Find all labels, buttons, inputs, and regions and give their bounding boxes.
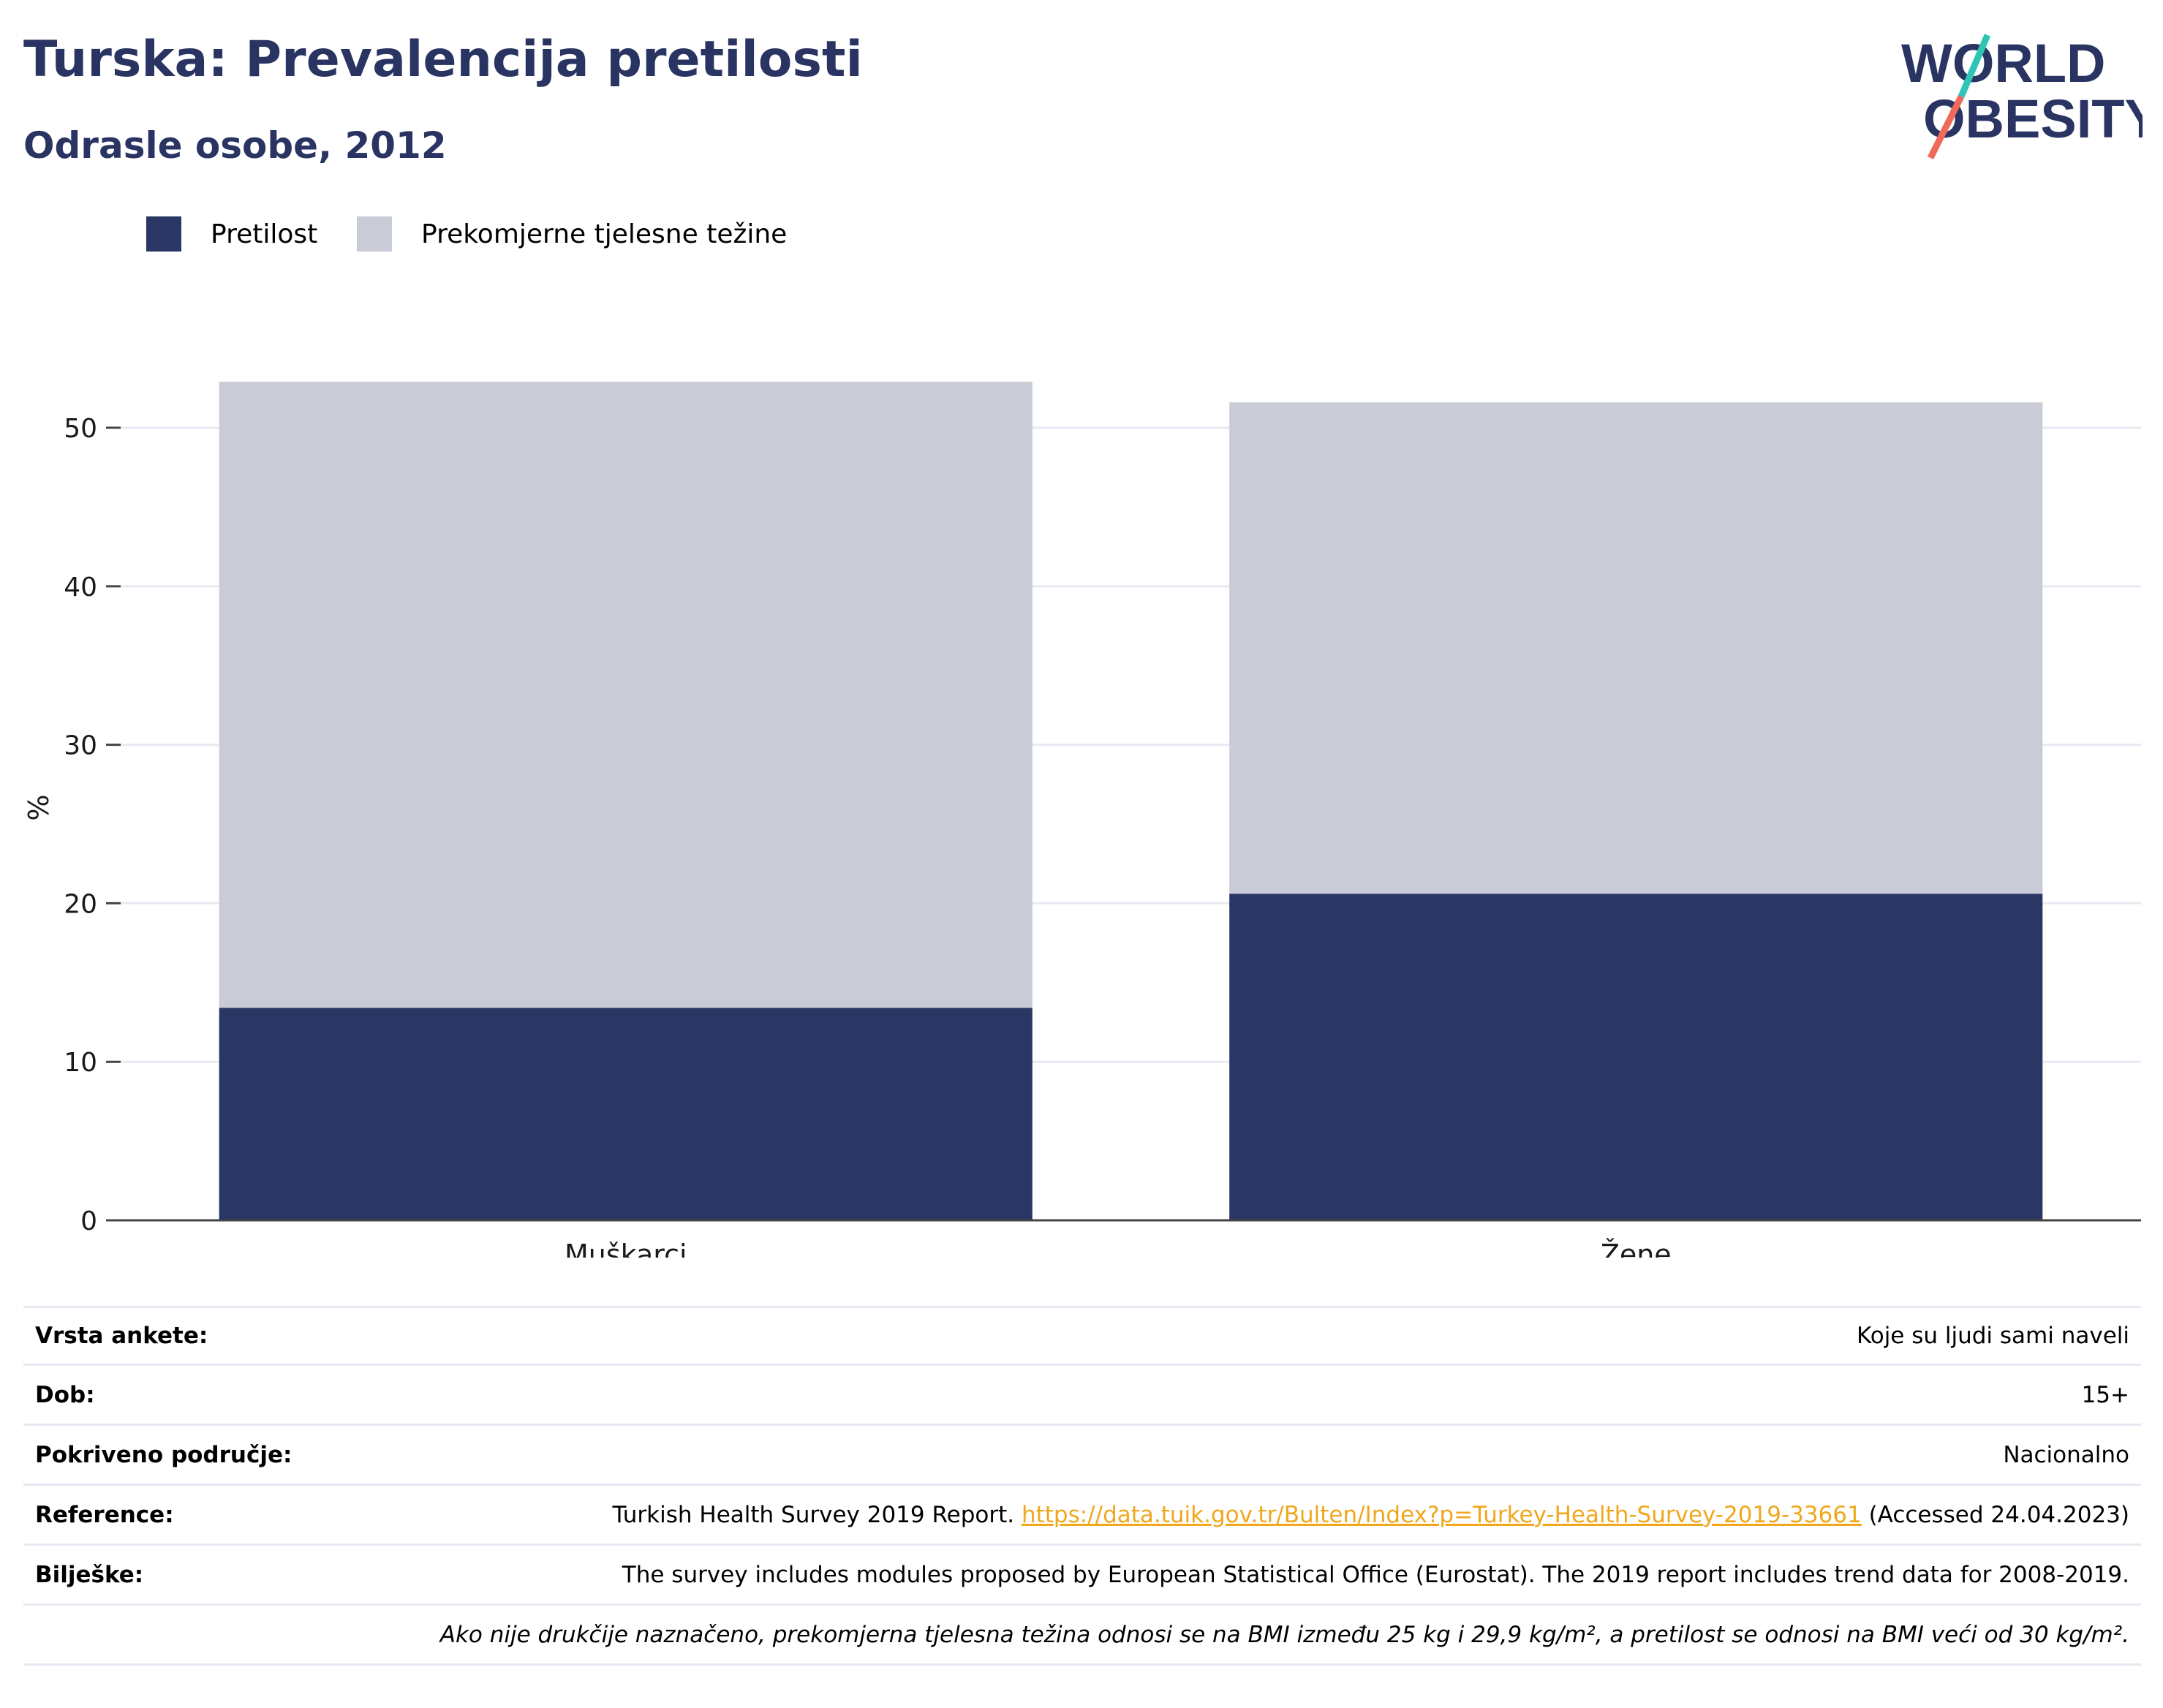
chart-title: Turska: Prevalencija pretilosti: [23, 31, 863, 88]
logo-slash-coral: [1927, 94, 1965, 160]
y-tick-label: 10: [64, 1048, 97, 1078]
bar-chart: 0 10 20 30 40 50 Muškarci Žene %: [23, 382, 2141, 1258]
age-label: Dob:: [35, 1381, 95, 1408]
legend-label-obesity: Pretilost: [211, 219, 318, 249]
bar-overweight-2: [1229, 402, 2043, 894]
info-row-footnote: Ako nije drukčije naznačeno, prekomjerna…: [23, 1606, 2141, 1666]
y-tick-label: 50: [64, 414, 97, 444]
x-category-label: Muškarci: [565, 1239, 687, 1258]
notes-label: Bilješke:: [35, 1561, 144, 1588]
legend-label-overweight: Prekomjerne tjelesne težine: [421, 219, 788, 249]
coverage-label: Pokriveno područje:: [35, 1441, 292, 1468]
notes-value: The survey includes modules proposed by …: [622, 1561, 2129, 1588]
coverage-value: Nacionalno: [2003, 1441, 2129, 1468]
legend-item-overweight: Prekomjerne tjelesne težine: [357, 216, 787, 252]
y-tick-label: 0: [80, 1206, 97, 1236]
reference-prefix: Turkish Health Survey 2019 Report.: [612, 1501, 1022, 1528]
bar-obesity-2: [1229, 893, 2043, 1220]
y-tick-label: 20: [64, 889, 97, 919]
chart-subtitle: Odrasle osobe, 2012: [23, 124, 447, 167]
reference-suffix: (Accessed 24.04.2023): [1861, 1501, 2129, 1528]
y-axis-title: %: [23, 794, 55, 820]
reference-label: Reference:: [35, 1501, 174, 1528]
bars: [219, 382, 2043, 1220]
legend-item-obesity: Pretilost: [146, 216, 317, 252]
logo-word-world: WORLD: [1901, 33, 2106, 94]
info-row-notes: Bilješke: The survey includes modules pr…: [23, 1546, 2141, 1606]
legend-swatch-overweight: [357, 216, 392, 252]
logo-word-obesity: OBESITY: [1923, 88, 2143, 149]
survey-type-label: Vrsta ankete:: [35, 1323, 208, 1349]
legend-swatch-obesity: [146, 216, 181, 252]
reference-value: Turkish Health Survey 2019 Report. https…: [613, 1502, 2129, 1528]
y-tick-label: 30: [64, 731, 97, 761]
survey-info-table: Vrsta ankete: Koje su ljudi sami naveli …: [23, 1306, 2141, 1666]
logo-slash-teal: [1958, 34, 1991, 98]
x-category-label: Žene: [1601, 1239, 1672, 1258]
info-row-survey-type: Vrsta ankete: Koje su ljudi sami naveli: [23, 1306, 2141, 1366]
footnote: Ako nije drukčije naznačeno, prekomjerna…: [439, 1621, 2129, 1648]
info-row-age: Dob: 15+: [23, 1366, 2141, 1426]
axes: 0 10 20 30 40 50 Muškarci Žene: [64, 414, 2141, 1258]
y-tick-label: 40: [64, 573, 97, 602]
survey-type-value: Koje su ljudi sami naveli: [1856, 1323, 2129, 1349]
reference-link[interactable]: https://data.tuik.gov.tr/Bulten/Index?p=…: [1021, 1501, 1862, 1528]
bar-overweight-1: [219, 382, 1033, 1008]
info-row-coverage: Pokriveno područje: Nacionalno: [23, 1426, 2141, 1486]
bar-obesity-1: [219, 1008, 1033, 1220]
world-obesity-logo: WORLD OBESITY: [1901, 33, 2143, 160]
age-value: 15+: [2081, 1381, 2129, 1408]
info-row-reference: Reference: Turkish Health Survey 2019 Re…: [23, 1486, 2141, 1546]
